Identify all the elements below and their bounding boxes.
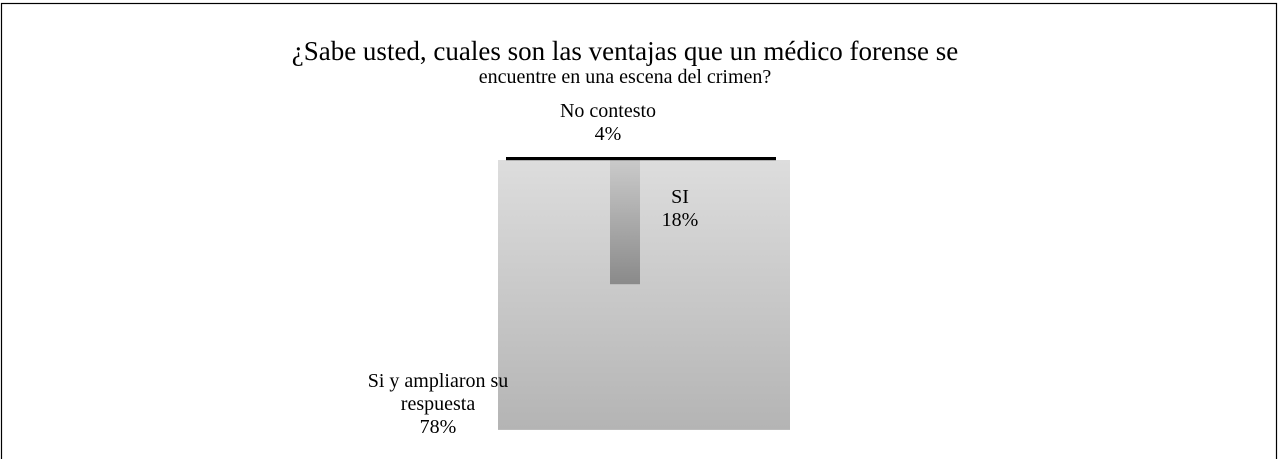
chart-title: ¿Sabe usted, cuales son las ventajas que… xyxy=(291,36,959,66)
slice-shade xyxy=(610,160,640,285)
chart-subtitle: encuentre en una escena del crimen? xyxy=(478,66,772,88)
plot xyxy=(498,157,790,430)
percent-label: 18% xyxy=(661,209,699,231)
slice-shade xyxy=(498,160,790,430)
data-label: SI 18% xyxy=(600,186,760,232)
category-label: No contesto xyxy=(559,100,657,122)
data-label: Si y ampliaron su respuesta 78% xyxy=(358,370,518,439)
category-label: SI xyxy=(671,186,689,208)
slice xyxy=(506,157,776,161)
data-label: No contesto 4% xyxy=(528,100,688,146)
percent-label: 4% xyxy=(594,123,622,145)
category-label: Si y ampliaron su respuesta xyxy=(367,370,509,415)
percent-label: 78% xyxy=(419,416,457,438)
